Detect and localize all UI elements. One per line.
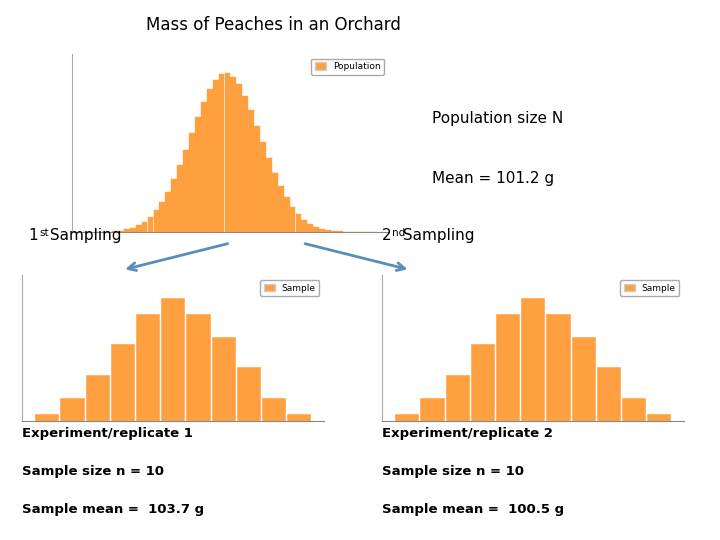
- Bar: [325, 230, 331, 232]
- Bar: [237, 368, 260, 421]
- Bar: [111, 345, 134, 421]
- Text: Sample mean =  100.5 g: Sample mean = 100.5 g: [382, 503, 564, 516]
- Bar: [496, 314, 519, 421]
- Text: 1: 1: [29, 228, 38, 244]
- Text: Sample size n = 10: Sample size n = 10: [382, 465, 523, 478]
- Bar: [186, 314, 210, 421]
- Bar: [446, 375, 469, 421]
- Bar: [124, 230, 130, 232]
- Bar: [254, 126, 260, 232]
- Bar: [278, 186, 284, 232]
- Bar: [597, 368, 620, 421]
- Legend: Population: Population: [311, 58, 384, 75]
- Bar: [230, 77, 236, 232]
- Text: Experiment/replicate 1: Experiment/replicate 1: [22, 427, 192, 441]
- Bar: [295, 214, 302, 232]
- Bar: [219, 75, 225, 232]
- Bar: [622, 398, 645, 421]
- Bar: [420, 398, 444, 421]
- Legend: Sample: Sample: [260, 280, 320, 296]
- Text: Mass of Peaches in an Orchard: Mass of Peaches in an Orchard: [146, 16, 401, 34]
- Bar: [248, 110, 254, 232]
- Bar: [161, 299, 184, 421]
- Bar: [471, 345, 494, 421]
- Bar: [395, 414, 418, 421]
- Bar: [166, 192, 171, 232]
- Bar: [284, 198, 289, 232]
- Bar: [307, 224, 313, 232]
- Bar: [177, 165, 183, 232]
- Bar: [272, 173, 278, 232]
- Bar: [260, 142, 266, 232]
- Bar: [287, 414, 310, 421]
- Text: Sampling: Sampling: [398, 228, 474, 244]
- Bar: [319, 229, 325, 232]
- Bar: [159, 202, 166, 232]
- Bar: [212, 337, 235, 421]
- Text: Sample mean =  103.7 g: Sample mean = 103.7 g: [22, 503, 204, 516]
- Bar: [60, 398, 84, 421]
- Bar: [189, 133, 195, 232]
- Bar: [136, 225, 142, 232]
- Text: Sample size n = 10: Sample size n = 10: [22, 465, 163, 478]
- Bar: [302, 220, 307, 232]
- Legend: Sample: Sample: [620, 280, 680, 296]
- Text: st: st: [40, 228, 49, 238]
- Bar: [225, 73, 230, 232]
- Bar: [331, 231, 337, 232]
- Text: 2: 2: [382, 228, 391, 244]
- Bar: [148, 217, 153, 232]
- Bar: [35, 414, 58, 421]
- Bar: [262, 398, 285, 421]
- Bar: [195, 117, 201, 232]
- Text: Sampling: Sampling: [45, 228, 122, 244]
- Bar: [201, 102, 207, 232]
- Bar: [313, 227, 319, 232]
- Bar: [136, 314, 159, 421]
- Bar: [130, 228, 135, 232]
- Bar: [212, 80, 218, 232]
- Bar: [86, 375, 109, 421]
- Bar: [521, 299, 544, 421]
- Text: Mean = 101.2 g: Mean = 101.2 g: [432, 171, 554, 186]
- Text: Population size N: Population size N: [432, 111, 563, 126]
- Bar: [142, 222, 148, 232]
- Bar: [289, 207, 295, 232]
- Bar: [647, 414, 670, 421]
- Text: Experiment/replicate 2: Experiment/replicate 2: [382, 427, 552, 441]
- Bar: [243, 96, 248, 232]
- Bar: [171, 179, 177, 232]
- Bar: [112, 231, 118, 232]
- Bar: [207, 90, 212, 232]
- Bar: [183, 150, 189, 232]
- Bar: [546, 314, 570, 421]
- Text: nd: nd: [392, 228, 405, 238]
- Bar: [266, 158, 271, 232]
- Bar: [572, 337, 595, 421]
- Bar: [153, 211, 159, 232]
- Bar: [236, 84, 242, 232]
- Bar: [118, 231, 124, 232]
